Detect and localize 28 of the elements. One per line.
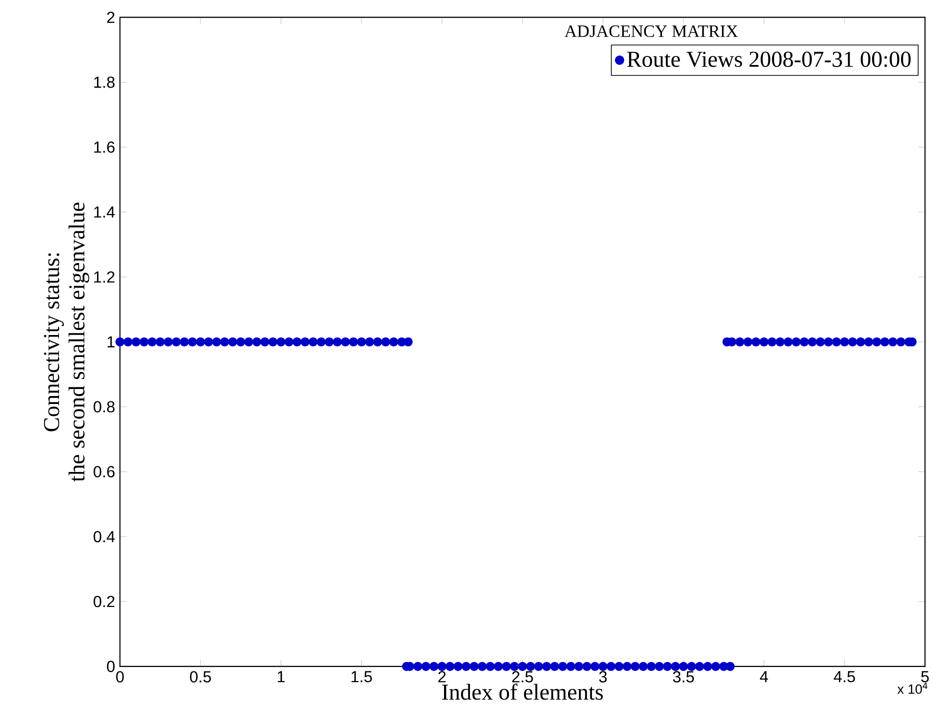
x-tick-label: 3.5 — [672, 671, 694, 683]
y-tick-label: 0.6 — [94, 466, 115, 478]
y-tick-label: 0.2 — [94, 596, 114, 608]
text: Connectivity status: — [44, 254, 64, 432]
x-tick-label: 0 — [116, 671, 124, 683]
y-tick-label: 0.4 — [94, 531, 115, 542]
x-tick-label: 4.5 — [834, 671, 855, 682]
y-tick-label: 1.2 — [94, 272, 114, 283]
legend-label: Route Views 2008-07-31 00:00 — [627, 52, 911, 68]
x-tick-label: 1.5 — [352, 671, 372, 682]
y-tick-label: 0.8 — [94, 401, 115, 413]
x-tick-label: 5 — [921, 671, 929, 682]
y-tick-label: 2 — [107, 12, 114, 24]
x-tick-label: 3 — [599, 671, 607, 683]
x-tick-label: 1 — [278, 671, 285, 682]
legend-title: ADJACENCY MATRIX — [564, 26, 738, 38]
y-tick-label: 1.6 — [94, 142, 115, 153]
x-tick-label: 4 — [760, 671, 768, 682]
text: x 10$^{4}$ — [897, 682, 928, 694]
x-tick-label: 2.5 — [512, 671, 533, 683]
y-tick-label: 1.4 — [94, 206, 115, 218]
y-tick-label: 0 — [106, 660, 115, 672]
y-tick-label: 1.8 — [94, 76, 115, 88]
text: the second smallest eigenvalue — [68, 202, 90, 482]
x-tick-label: 2 — [438, 671, 446, 682]
x-axis-title: Index of elements — [442, 684, 603, 700]
y-tick-label: 1 — [108, 336, 114, 348]
x-tick-label: 0.5 — [190, 671, 211, 683]
